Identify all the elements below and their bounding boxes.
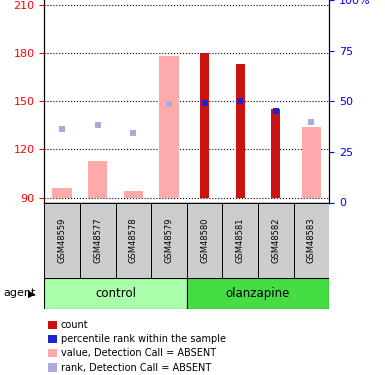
Bar (116, 202, 151, 278)
Text: ▶: ▶ (28, 288, 35, 298)
Bar (187, 202, 223, 278)
Text: control: control (95, 287, 136, 300)
Bar (151, 202, 187, 278)
Text: GSM48579: GSM48579 (164, 217, 173, 263)
Bar (80, 202, 116, 278)
Text: count: count (61, 320, 89, 330)
Bar (124, 191, 143, 198)
Text: GSM48580: GSM48580 (200, 217, 209, 263)
Bar (293, 202, 329, 278)
Bar (52, 188, 72, 198)
Text: GSM48559: GSM48559 (58, 217, 67, 262)
Text: agent: agent (4, 288, 36, 298)
Bar (200, 53, 209, 198)
Text: GSM48582: GSM48582 (271, 217, 280, 263)
Bar (187, 278, 329, 309)
Bar (236, 64, 244, 198)
Bar (44, 278, 187, 309)
Bar (88, 161, 107, 198)
Text: percentile rank within the sample: percentile rank within the sample (61, 334, 226, 344)
Text: olanzapine: olanzapine (226, 287, 290, 300)
Text: GSM48577: GSM48577 (93, 217, 102, 263)
Bar (258, 202, 294, 278)
Bar (301, 127, 321, 198)
Bar (271, 109, 280, 198)
Text: GSM48583: GSM48583 (307, 217, 316, 263)
Bar (159, 56, 179, 198)
Text: rank, Detection Call = ABSENT: rank, Detection Call = ABSENT (61, 363, 211, 372)
Bar (44, 202, 80, 278)
Bar (223, 202, 258, 278)
Text: value, Detection Call = ABSENT: value, Detection Call = ABSENT (61, 348, 216, 358)
Text: GSM48581: GSM48581 (236, 217, 244, 263)
Text: GSM48578: GSM48578 (129, 217, 138, 263)
